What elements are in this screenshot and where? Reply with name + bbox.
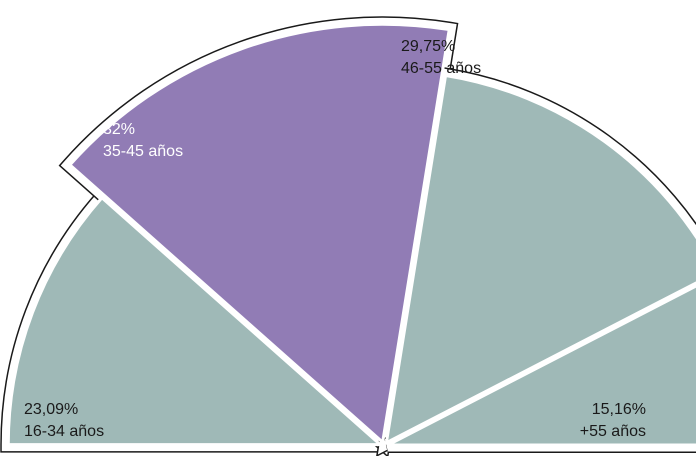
slice-percent-label: 23,09%: [24, 401, 78, 418]
slice-percent-label: 15,16%: [592, 401, 646, 418]
slice-category-label: +55 años: [580, 423, 646, 440]
slice-percent-label: 29,75%: [401, 38, 455, 55]
pie-slice-1: [67, 22, 451, 446]
pie-slices: [0, 16, 696, 456]
pie-slice-2: [384, 73, 696, 446]
slice-category-label: 46-55 años: [401, 60, 481, 77]
pie-slice-3: [387, 284, 696, 447]
slice-category-label: 16-34 años: [24, 423, 104, 440]
slice-category-label: 35-45 años: [103, 143, 183, 160]
slice-percent-label: 32%: [103, 121, 135, 138]
pie-slice-0: [6, 195, 385, 447]
slice-labels: 23,09% 16-34 años 32% 35-45 años 29,75% 46-55…: [24, 38, 646, 440]
